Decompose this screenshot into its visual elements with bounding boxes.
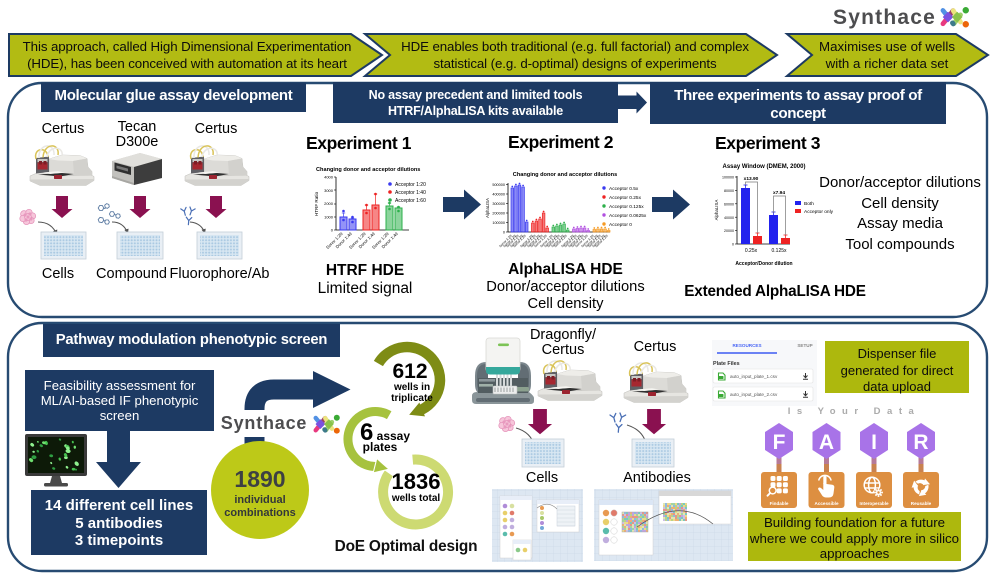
svg-text:I: I: [871, 431, 877, 454]
svg-text:40000: 40000: [724, 216, 734, 220]
svg-text:0: 0: [732, 243, 734, 247]
svg-text:x13.90: x13.90: [744, 176, 759, 182]
svg-text:Findable: Findable: [770, 501, 789, 506]
svg-text:auto_input_plate_1.csv: auto_input_plate_1.csv: [730, 374, 778, 379]
svg-text:500000: 500000: [492, 183, 505, 187]
svg-text:Plate Files: Plate Files: [713, 361, 740, 367]
svg-text:Acceptor 1:40: Acceptor 1:40: [395, 190, 426, 196]
svg-text:Acceptor only: Acceptor only: [804, 209, 834, 215]
svg-text:400000: 400000: [492, 193, 505, 197]
svg-text:Acceptor 0.125x: Acceptor 0.125x: [609, 204, 644, 210]
svg-text:0.25x: 0.25x: [745, 248, 758, 254]
svg-text:300000: 300000: [492, 202, 505, 206]
svg-text:Both: Both: [804, 201, 814, 207]
svg-text:AlphaLISA: AlphaLISA: [485, 198, 490, 218]
svg-text:2000: 2000: [324, 201, 334, 206]
svg-text:60000: 60000: [724, 202, 734, 206]
svg-text:RESOURCES: RESOURCES: [732, 343, 761, 348]
svg-text:Changing donor and acceptor di: Changing donor and acceptor dilutions: [316, 167, 420, 173]
svg-text:Acceptor 0: Acceptor 0: [609, 222, 632, 228]
svg-text:Acceptor/Donor dilution: Acceptor/Donor dilution: [735, 261, 792, 267]
svg-text:0.125x: 0.125x: [771, 248, 787, 254]
svg-text:3000: 3000: [324, 188, 334, 193]
svg-text:100000: 100000: [492, 221, 505, 225]
svg-text:Acceptor 1:60: Acceptor 1:60: [395, 198, 426, 204]
svg-text:Changing donor and acceptor di: Changing donor and acceptor dilutions: [513, 172, 617, 178]
svg-text:R: R: [913, 431, 928, 454]
svg-text:1000: 1000: [324, 214, 334, 219]
svg-text:HTRF Ratio: HTRF Ratio: [314, 191, 319, 216]
svg-text:AlphaLISA: AlphaLISA: [714, 200, 719, 221]
svg-text:80000: 80000: [724, 189, 734, 193]
svg-text:100000: 100000: [722, 176, 734, 180]
svg-text:x7.94: x7.94: [773, 190, 785, 196]
svg-text:A: A: [819, 431, 834, 454]
svg-text:Acceptor 0.0625x: Acceptor 0.0625x: [609, 213, 647, 219]
svg-text:Interoperable: Interoperable: [859, 501, 889, 506]
svg-text:4000: 4000: [324, 175, 334, 180]
svg-text:Acceptor 0.5x: Acceptor 0.5x: [609, 186, 639, 192]
svg-text:Assay Window (DMEM, 2000): Assay Window (DMEM, 2000): [723, 164, 806, 170]
svg-text:0: 0: [331, 228, 334, 233]
svg-text:Acceptor 0.25x: Acceptor 0.25x: [609, 195, 642, 201]
svg-text:0: 0: [503, 231, 505, 235]
svg-text:200000: 200000: [492, 212, 505, 216]
svg-text:20000: 20000: [724, 229, 734, 233]
svg-text:Reusable: Reusable: [911, 501, 932, 506]
svg-text:SETUP: SETUP: [797, 343, 812, 348]
svg-text:auto_input_plate_2.csv: auto_input_plate_2.csv: [730, 392, 778, 397]
svg-text:Accessible: Accessible: [814, 501, 838, 506]
svg-text:Acceptor 1:20: Acceptor 1:20: [395, 182, 426, 188]
svg-text:F: F: [773, 431, 786, 454]
